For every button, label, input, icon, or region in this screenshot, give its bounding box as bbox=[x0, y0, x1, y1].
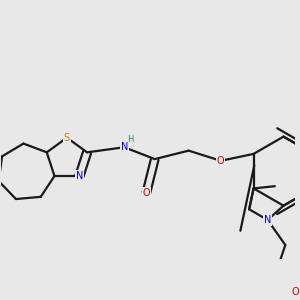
Text: N: N bbox=[121, 142, 128, 152]
Text: H: H bbox=[128, 135, 134, 144]
Text: O: O bbox=[217, 156, 225, 166]
Text: O: O bbox=[292, 287, 299, 297]
Text: S: S bbox=[64, 133, 70, 143]
Text: O: O bbox=[142, 188, 150, 198]
Text: N: N bbox=[264, 215, 271, 225]
Text: N: N bbox=[76, 171, 83, 181]
